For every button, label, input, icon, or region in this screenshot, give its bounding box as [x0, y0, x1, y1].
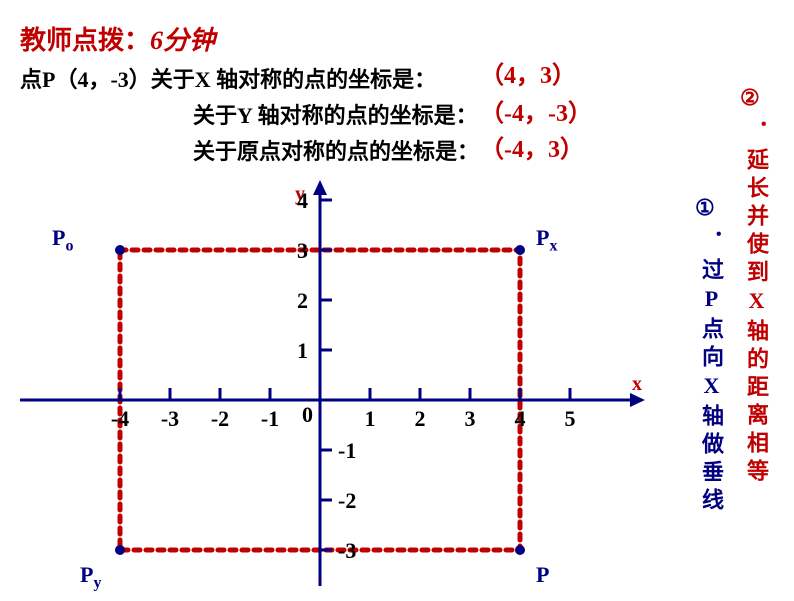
- problem-line1: 点P（4，-3）关于X 轴对称的点的坐标是：: [20, 62, 436, 94]
- point-label-Px: Px: [536, 225, 557, 255]
- svg-text:4: 4: [515, 406, 526, 431]
- point-label-P: P: [536, 562, 549, 588]
- svg-text:x: x: [632, 373, 642, 395]
- svg-text:-3: -3: [161, 406, 179, 431]
- svg-text:5: 5: [565, 406, 576, 431]
- problem-line3: 关于原点对称的点的坐标是：: [193, 134, 479, 166]
- title-time: 6分钟: [150, 26, 215, 55]
- answer-2: （-4，-3）: [480, 93, 592, 128]
- svg-text:-1: -1: [261, 406, 279, 431]
- svg-text:-3: -3: [338, 538, 356, 563]
- svg-text:-4: -4: [111, 406, 129, 431]
- svg-text:4: 4: [297, 188, 308, 213]
- svg-text:3: 3: [297, 238, 308, 263]
- circled-1: ①: [695, 195, 715, 221]
- svg-text:-2: -2: [338, 488, 356, 513]
- problem-line2: 关于Y 轴对称的点的坐标是：: [193, 98, 478, 130]
- coordinate-chart: yx0-4-3-2-1123451234-1-2-3 PoPxPyP: [10, 180, 650, 596]
- svg-text:-2: -2: [211, 406, 229, 431]
- answer-3: （-4，3）: [480, 129, 584, 164]
- svg-text:2: 2: [415, 406, 426, 431]
- svg-text:-1: -1: [338, 438, 356, 463]
- svg-text:1: 1: [365, 406, 376, 431]
- title-label: 教师点拨：: [20, 26, 150, 55]
- circled-2: ②: [740, 85, 760, 111]
- side-note-1: ．过P点向X轴做垂线: [695, 230, 727, 516]
- title: 教师点拨：6分钟: [20, 20, 215, 57]
- point-label-Py: Py: [80, 562, 101, 592]
- answer-1: （4，3）: [480, 55, 576, 90]
- svg-text:0: 0: [302, 402, 313, 427]
- point-label-Po: Po: [52, 225, 73, 255]
- svg-text:3: 3: [465, 406, 476, 431]
- svg-text:1: 1: [297, 338, 308, 363]
- svg-text:2: 2: [297, 288, 308, 313]
- side-note-2: ．延长并使到X轴的距离相等: [740, 120, 772, 487]
